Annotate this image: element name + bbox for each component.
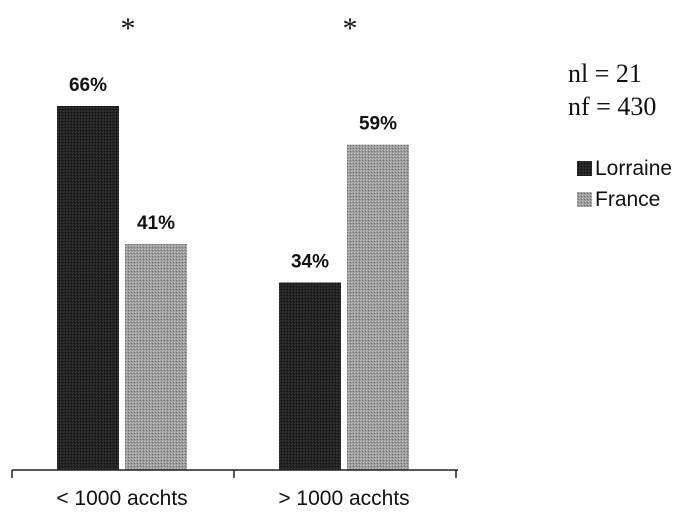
bars-group (57, 106, 409, 470)
bar-lorraine-1 (57, 106, 119, 470)
x-tick-label: < 1000 acchts (56, 487, 187, 510)
bar-value-label: 66% (69, 75, 107, 96)
legend-label-france: France (595, 188, 660, 211)
legend: Lorraine France (577, 157, 672, 211)
sample-size-notes: nl = 21 nf = 430 (568, 59, 656, 121)
significance-star: * (343, 12, 358, 45)
x-tick-label: > 1000 acchts (278, 487, 409, 510)
x-tick-labels: < 1000 acchts > 1000 acchts (56, 487, 409, 510)
bar-lorraine-2 (279, 282, 341, 470)
bar-france-2 (347, 144, 409, 470)
bar-value-label: 59% (359, 114, 397, 135)
sample-size-note: nl = 21 (568, 59, 642, 88)
sample-size-note: nf = 430 (568, 92, 656, 121)
significance-star: * (121, 12, 136, 45)
bar-france-1 (125, 243, 187, 470)
legend-label-lorraine: Lorraine (595, 157, 672, 180)
bar-value-label: 41% (137, 213, 175, 234)
legend-swatch-lorraine (577, 161, 592, 176)
bar-value-label: 34% (291, 252, 329, 273)
value-labels-group: 66% 41% 34% 59% (69, 75, 397, 273)
legend-swatch-france (577, 192, 592, 207)
significance-marks: * * (121, 12, 358, 45)
x-axis (11, 469, 458, 478)
